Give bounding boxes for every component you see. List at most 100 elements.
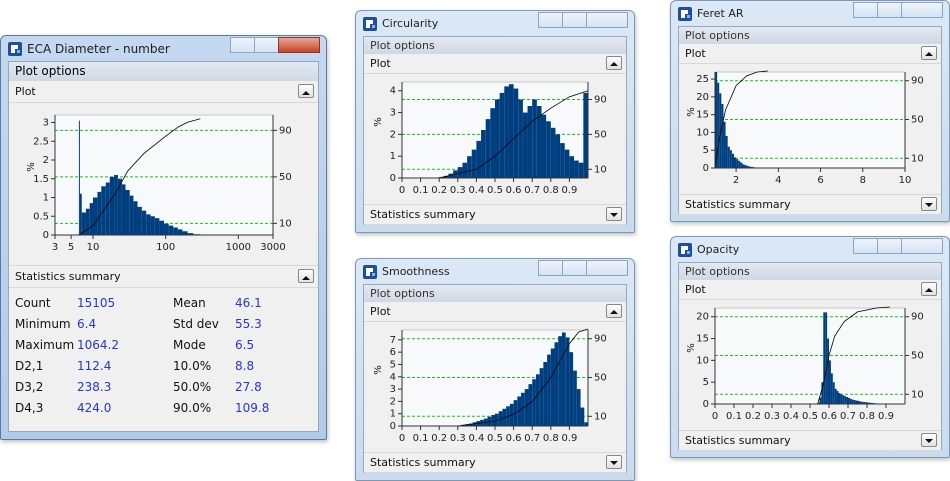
collapse-button[interactable] (606, 56, 622, 70)
plot-row: Plot (679, 280, 941, 300)
maximize-button[interactable] (877, 238, 902, 254)
histogram-bar (738, 160, 741, 168)
histogram-bar (827, 338, 829, 404)
collapse-button[interactable] (606, 304, 622, 318)
histogram-bar (859, 401, 862, 404)
y-tick-label: 15 (696, 334, 709, 345)
arrow-down (610, 461, 618, 465)
x-tick-label: 0 (399, 185, 405, 196)
x-tick-label: 0.1 (413, 185, 429, 196)
histogram-bar (836, 390, 839, 404)
histogram-bar (543, 362, 548, 426)
minimize-button[interactable] (538, 12, 563, 28)
window-title: ECA Diameter - number (27, 42, 170, 56)
close-button[interactable] (901, 2, 943, 18)
histogram-bar (734, 157, 737, 168)
close-button[interactable] (278, 37, 320, 53)
minimize-button[interactable] (853, 2, 878, 18)
app-icon (363, 17, 377, 31)
histogram-bar (719, 93, 722, 168)
stat-label: 90.0% (173, 401, 212, 415)
arrow-up (925, 52, 933, 56)
y2-tick-label: 10 (279, 218, 292, 229)
histogram-bar (495, 99, 500, 178)
cumulative-line (817, 306, 890, 405)
expand-button[interactable] (606, 455, 622, 469)
x-tick-label: 6 (817, 175, 823, 186)
histogram-bar (522, 112, 528, 178)
expand-button[interactable] (921, 197, 937, 211)
cumulative-line (457, 328, 589, 427)
y2-tick-label: 10 (594, 164, 607, 175)
histogram-bar (168, 225, 174, 235)
histogram-bar (840, 394, 843, 404)
histogram-bar (528, 384, 533, 426)
arrow-down (925, 439, 933, 443)
histogram-bar (499, 92, 505, 178)
window-buttons (853, 2, 943, 18)
x-tick-label: 0.3 (764, 411, 780, 422)
histogram-bar (177, 229, 183, 235)
histogram-bar (518, 99, 523, 178)
collapse-button[interactable] (921, 282, 937, 296)
plot-row: Plot (364, 302, 626, 322)
histogram-bar (569, 156, 575, 178)
y-tick-label: 2 (390, 396, 396, 407)
stat-value: 424.0 (77, 401, 112, 415)
histogram-bar (535, 374, 540, 426)
stat-label: Mean (173, 296, 206, 310)
x-tick-label: 0.6 (506, 185, 522, 196)
plot-label: Plot (370, 305, 391, 318)
window-body: Plot options Plot 10 50 90 0 1 2 3 4 0 0.1 0.2 0.3 0.4… (363, 36, 627, 225)
stat-value: 238.3 (77, 380, 112, 394)
collapse-button[interactable] (298, 269, 314, 283)
x-tick-label: 100 (156, 242, 175, 253)
stat-label: Maximum (15, 338, 75, 352)
x-tick-label: 0.4 (468, 433, 484, 444)
title-bar: Circularity (356, 11, 634, 36)
y-tick-label: 0 (390, 421, 396, 432)
close-button[interactable] (586, 12, 628, 28)
collapse-button[interactable] (298, 84, 314, 98)
title-bar: Feret AR (671, 1, 949, 26)
minimize-button[interactable] (230, 37, 255, 53)
y-tick-label: 20 (696, 92, 709, 103)
maximize-button[interactable] (877, 2, 902, 18)
histogram-bar (154, 218, 160, 235)
maximize-button[interactable] (562, 12, 587, 28)
histogram-bar (133, 201, 138, 235)
histogram-bar (848, 397, 850, 404)
histogram-bar (97, 191, 102, 235)
maximize-button[interactable] (562, 260, 587, 276)
maximize-button[interactable] (254, 37, 279, 53)
histogram-bar (717, 82, 720, 168)
histogram-bar (865, 402, 867, 404)
statistics-label: Statistics summary (15, 270, 121, 283)
histogram-bar (443, 175, 449, 178)
histogram-bar (114, 175, 118, 235)
window-body: Plot options Plot 10 50 90 0 5 10 15 20 25 2 4 6 8 10% S… (678, 26, 942, 215)
close-button[interactable] (901, 238, 943, 254)
histogram-bar (832, 382, 835, 404)
histogram-bar (867, 402, 869, 404)
y2-tick-label: 90 (911, 76, 924, 87)
close-button[interactable] (586, 260, 628, 276)
minimize-button[interactable] (853, 238, 878, 254)
window-title: Opacity (697, 243, 740, 256)
histogram-bar (584, 422, 588, 426)
collapse-button[interactable] (921, 46, 937, 60)
histogram-bar (729, 150, 732, 168)
x-tick-label: 0 (399, 433, 405, 444)
x-tick-label: 0.5 (487, 433, 503, 444)
expand-button[interactable] (606, 207, 622, 221)
histogram-bar (159, 220, 165, 235)
statistics-label: Statistics summary (370, 456, 476, 469)
histogram-bar (576, 389, 581, 426)
window-buttons (853, 238, 943, 254)
minimize-button[interactable] (538, 260, 563, 276)
x-tick-label: 0.2 (431, 185, 447, 196)
y-tick-label: 20 (696, 312, 709, 323)
expand-button[interactable] (921, 433, 937, 447)
window-title: Feret AR (697, 7, 744, 20)
y2-tick-label: 90 (594, 334, 607, 345)
